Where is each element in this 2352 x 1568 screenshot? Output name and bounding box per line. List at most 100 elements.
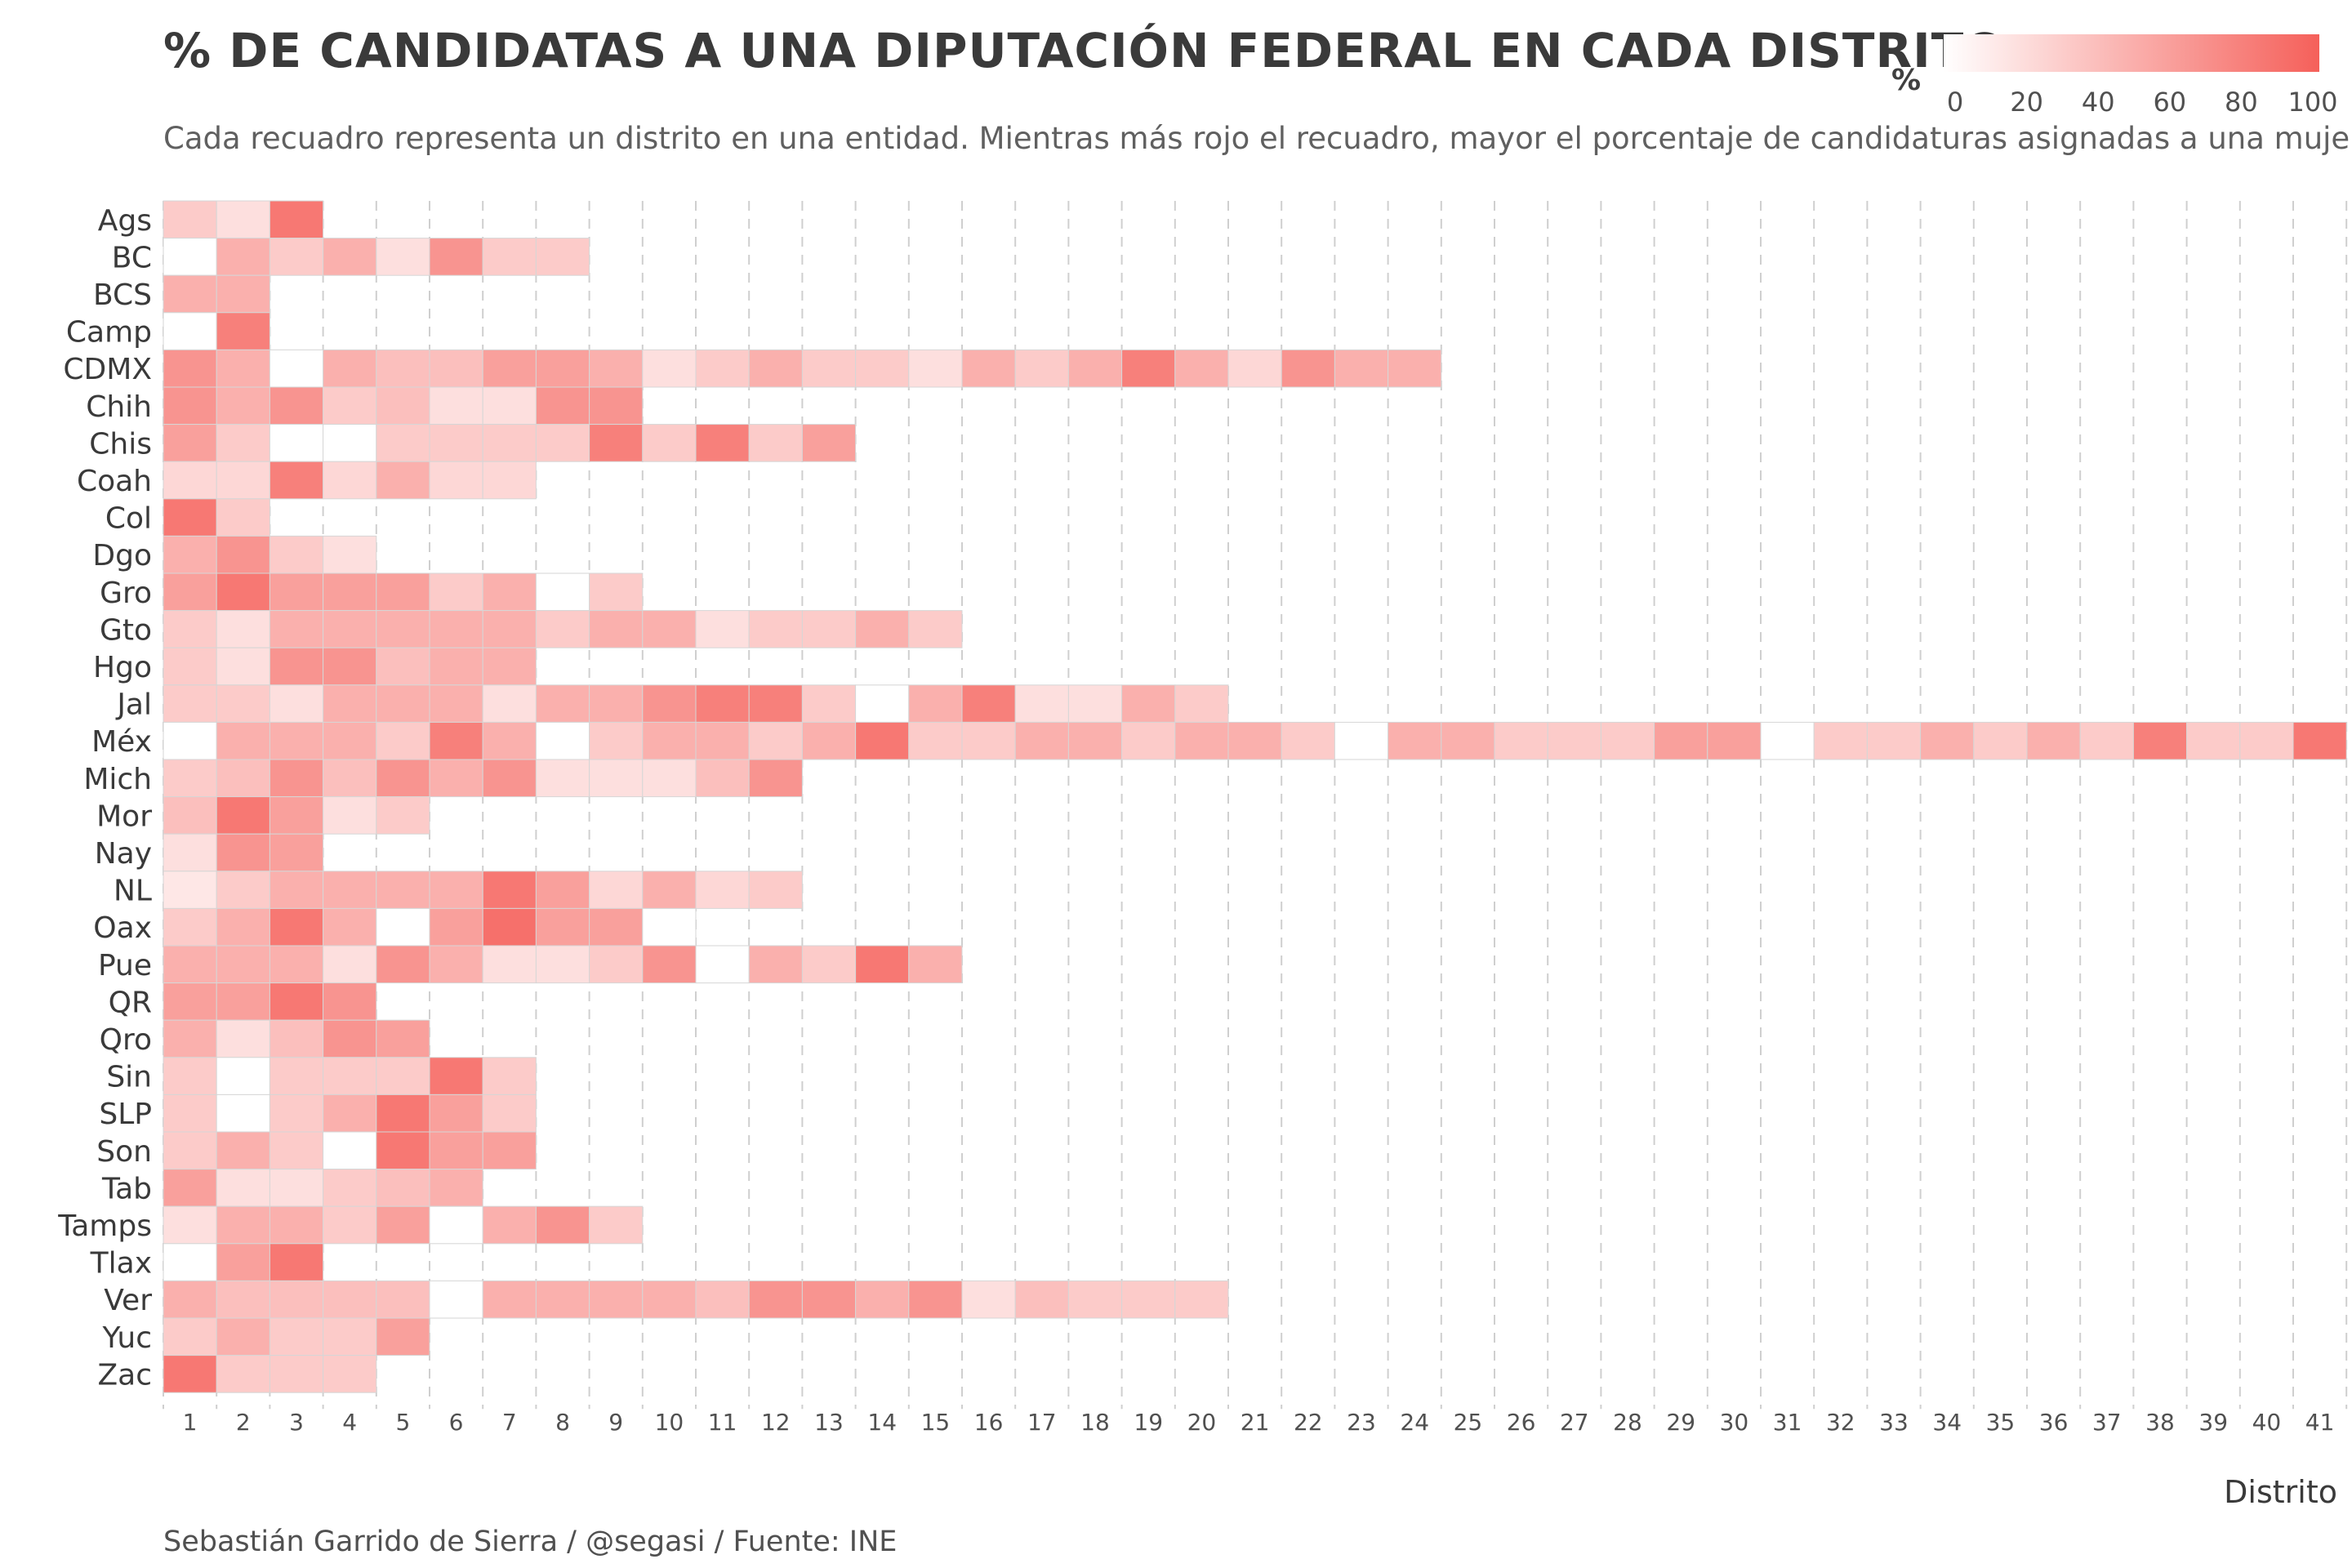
heatmap-cell	[589, 907, 644, 947]
heatmap-cell	[429, 1169, 483, 1207]
heatmap-cell	[323, 461, 377, 500]
heatmap-cell	[269, 1057, 324, 1095]
heatmap-cell	[163, 1205, 217, 1245]
heatmap-cell	[376, 721, 430, 760]
heatmap-cell	[908, 1280, 963, 1319]
heatmap-cell	[163, 871, 217, 909]
heatmap-cell	[642, 684, 697, 723]
heatmap-cell	[269, 907, 324, 947]
y-tick-label: Col	[105, 502, 152, 536]
heatmap-cell	[1174, 349, 1229, 388]
x-tick-label: 39	[2198, 1409, 2228, 1436]
heatmap-cell	[269, 424, 324, 462]
heatmap-cell	[695, 871, 750, 909]
heatmap-cell	[589, 871, 644, 909]
heatmap-cell	[908, 349, 963, 388]
y-tick-label: Hgo	[93, 651, 152, 684]
heatmap-cell	[269, 1094, 324, 1133]
x-tick-label: 41	[2305, 1409, 2335, 1436]
heatmap-cell	[1281, 721, 1335, 760]
heatmap-cell	[642, 759, 697, 798]
heatmap-cell	[376, 610, 430, 648]
x-tick-label: 29	[1666, 1409, 1695, 1436]
heatmap-cell	[589, 1280, 644, 1319]
y-tick-label: Mich	[83, 763, 152, 796]
heatmap-cell	[642, 871, 697, 909]
heatmap-cell	[323, 386, 377, 425]
heatmap-cell	[1227, 349, 1282, 388]
heatmap-cell	[269, 945, 324, 984]
x-tick-label: 7	[502, 1409, 517, 1436]
x-tick-label: 16	[974, 1409, 1004, 1436]
heatmap-cell	[589, 759, 644, 798]
heatmap-cell	[429, 572, 483, 612]
heatmap-cell	[482, 907, 537, 947]
heatmap-cell	[695, 349, 750, 388]
heatmap-cell	[269, 1205, 324, 1245]
heatmap-cell	[1121, 684, 1176, 723]
heatmap-cell	[1227, 721, 1282, 760]
heatmap-cell	[429, 1280, 483, 1319]
heatmap-cell	[429, 610, 483, 648]
heatmap-cell	[269, 1355, 324, 1393]
heatmap-cell	[1600, 721, 1655, 760]
x-tick-label: 5	[395, 1409, 410, 1436]
heatmap-cell	[908, 684, 963, 723]
heatmap-cell	[482, 424, 537, 462]
heatmap-cell	[535, 238, 590, 276]
heatmap-cell	[589, 349, 644, 388]
heatmap-cell	[216, 1205, 270, 1245]
heatmap-cell	[323, 1205, 377, 1245]
heatmap-cell	[216, 1131, 270, 1170]
heatmap-cell	[269, 796, 324, 835]
heatmap-cell	[695, 424, 750, 462]
heatmap-cell	[163, 684, 217, 723]
x-tick-label: 2	[236, 1409, 251, 1436]
heatmap-cell	[589, 572, 644, 612]
heatmap-cell	[1866, 721, 1922, 760]
heatmap-cell	[323, 647, 377, 686]
heatmap-cell	[589, 945, 644, 984]
x-tick-label: 33	[1879, 1409, 1909, 1436]
heatmap-cell	[1973, 721, 2028, 760]
x-tick-label: 31	[1773, 1409, 1802, 1436]
heatmap-cell	[269, 461, 324, 500]
heatmap-cell	[376, 1169, 430, 1207]
heatmap-cell	[1388, 721, 1442, 760]
heatmap-cell	[216, 1355, 270, 1393]
heatmap-cell	[961, 1280, 1016, 1319]
y-tick-label: Gto	[100, 613, 152, 647]
heatmap-cell	[429, 1094, 483, 1133]
heatmap-cell	[482, 647, 537, 686]
legend-tick-label: 40	[2081, 87, 2115, 118]
heatmap-cell	[748, 349, 803, 388]
heatmap-cell	[216, 498, 270, 537]
heatmap-cell	[163, 1280, 217, 1319]
heatmap-cell	[642, 1280, 697, 1319]
heatmap-cell	[535, 721, 590, 760]
heatmap-cell	[376, 871, 430, 909]
heatmap-cell	[323, 945, 377, 984]
chart-title: % DE CANDIDATAS A UNA DIPUTACIÓN FEDERAL…	[163, 23, 2006, 78]
y-tick-label: Zac	[97, 1358, 152, 1392]
heatmap-cell	[429, 238, 483, 276]
heatmap-cell	[535, 610, 590, 648]
heatmap-cell	[1281, 349, 1335, 388]
heatmap-cell	[323, 1355, 377, 1393]
heatmap-cell	[376, 424, 430, 462]
x-tick-label: 17	[1027, 1409, 1057, 1436]
heatmap-cell	[269, 982, 324, 1021]
heatmap-cell	[801, 1280, 857, 1319]
heatmap-cell	[855, 349, 910, 388]
y-tick-label: Méx	[91, 725, 152, 759]
heatmap-cell	[855, 610, 910, 648]
y-tick-label: Chih	[86, 390, 152, 424]
heatmap-cell	[376, 684, 430, 723]
y-tick-label: NL	[114, 875, 152, 908]
heatmap-cell	[748, 424, 803, 462]
heatmap-cell	[801, 684, 857, 723]
heatmap-cell	[589, 386, 644, 425]
heatmap-cell	[535, 386, 590, 425]
x-tick-label: 18	[1080, 1409, 1110, 1436]
